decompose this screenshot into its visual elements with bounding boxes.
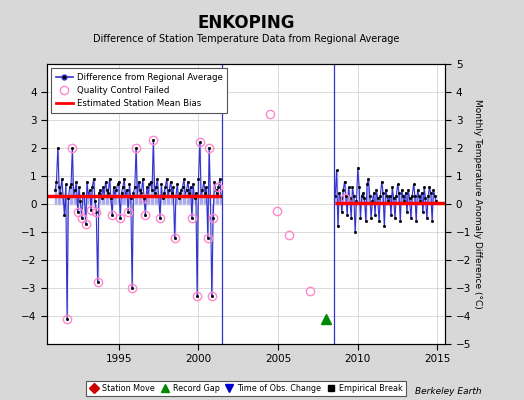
- Text: Berkeley Earth: Berkeley Earth: [416, 387, 482, 396]
- Text: Difference of Station Temperature Data from Regional Average: Difference of Station Temperature Data f…: [93, 34, 399, 44]
- Legend: Difference from Regional Average, Quality Control Failed, Estimated Station Mean: Difference from Regional Average, Qualit…: [51, 68, 227, 112]
- Legend: Station Move, Record Gap, Time of Obs. Change, Empirical Break: Station Move, Record Gap, Time of Obs. C…: [86, 380, 406, 396]
- Y-axis label: Monthly Temperature Anomaly Difference (°C): Monthly Temperature Anomaly Difference (…: [473, 99, 482, 309]
- Text: ENKOPING: ENKOPING: [198, 14, 295, 32]
